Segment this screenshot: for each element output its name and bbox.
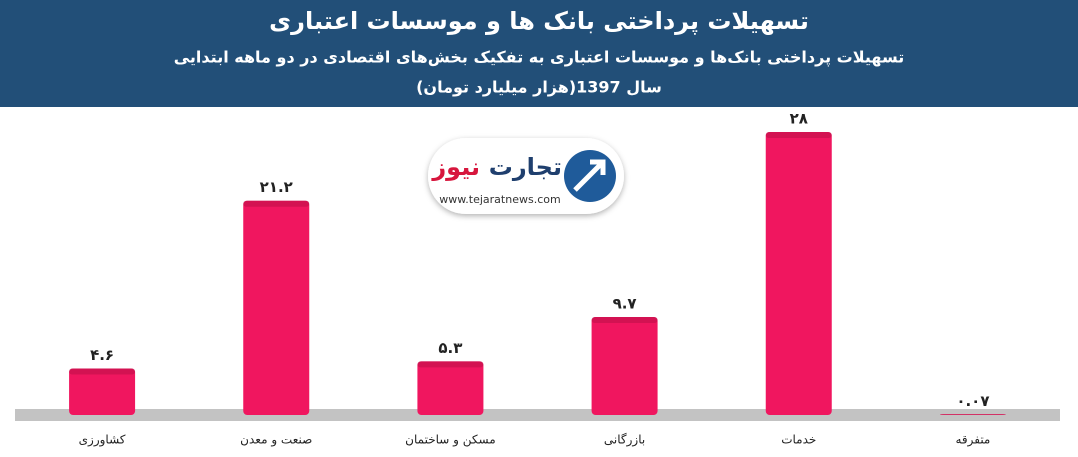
x-tick-label: بازرگانی [604, 433, 645, 448]
chart-subtitle: سال 1397(هزار میلیارد تومان) [416, 78, 662, 97]
header-band [0, 0, 1078, 107]
logo-name: نیوز [431, 153, 480, 181]
bar-cap [417, 361, 484, 368]
value-label: ۴.۶ [90, 346, 114, 364]
bar-cap [939, 414, 1006, 415]
logo-url: www.tejaratnews.com [439, 193, 560, 206]
logo-name: تجارت [489, 153, 562, 181]
logo-arrow [573, 159, 606, 192]
x-tick-label: متفرقه [955, 433, 990, 448]
x-tick-label: صنعت و معدن [240, 433, 312, 448]
value-label: ۲۸ [790, 110, 808, 128]
value-label: ۹.۷ [613, 294, 637, 312]
bar [417, 361, 484, 415]
chart-subtitle: تسهیلات پرداختی بانک‌ها و موسسات اعتباری… [174, 48, 905, 68]
x-tick-label: کشاورزی [79, 433, 126, 448]
baseline-band [15, 409, 1060, 421]
logo: تجارت نیوز www.tejaratnews.com [428, 138, 624, 214]
bar [591, 316, 658, 415]
bar-cap [243, 200, 310, 207]
bar-cap [69, 368, 136, 375]
bar-cap [765, 132, 832, 138]
bar [243, 200, 310, 415]
chart-title: تسهیلات پرداختی بانک ها و موسسات اعتباری [269, 7, 809, 35]
value-label: ۰.۰۷ [956, 392, 989, 410]
x-tick-label: مسکن و ساختمان [405, 433, 495, 448]
bar [765, 132, 832, 415]
value-label: ۲۱.۲ [260, 178, 293, 196]
bar [69, 368, 136, 415]
bar-cap [591, 316, 658, 323]
x-tick-label: خدمات [781, 433, 816, 447]
value-label: ۵.۳ [438, 339, 462, 357]
